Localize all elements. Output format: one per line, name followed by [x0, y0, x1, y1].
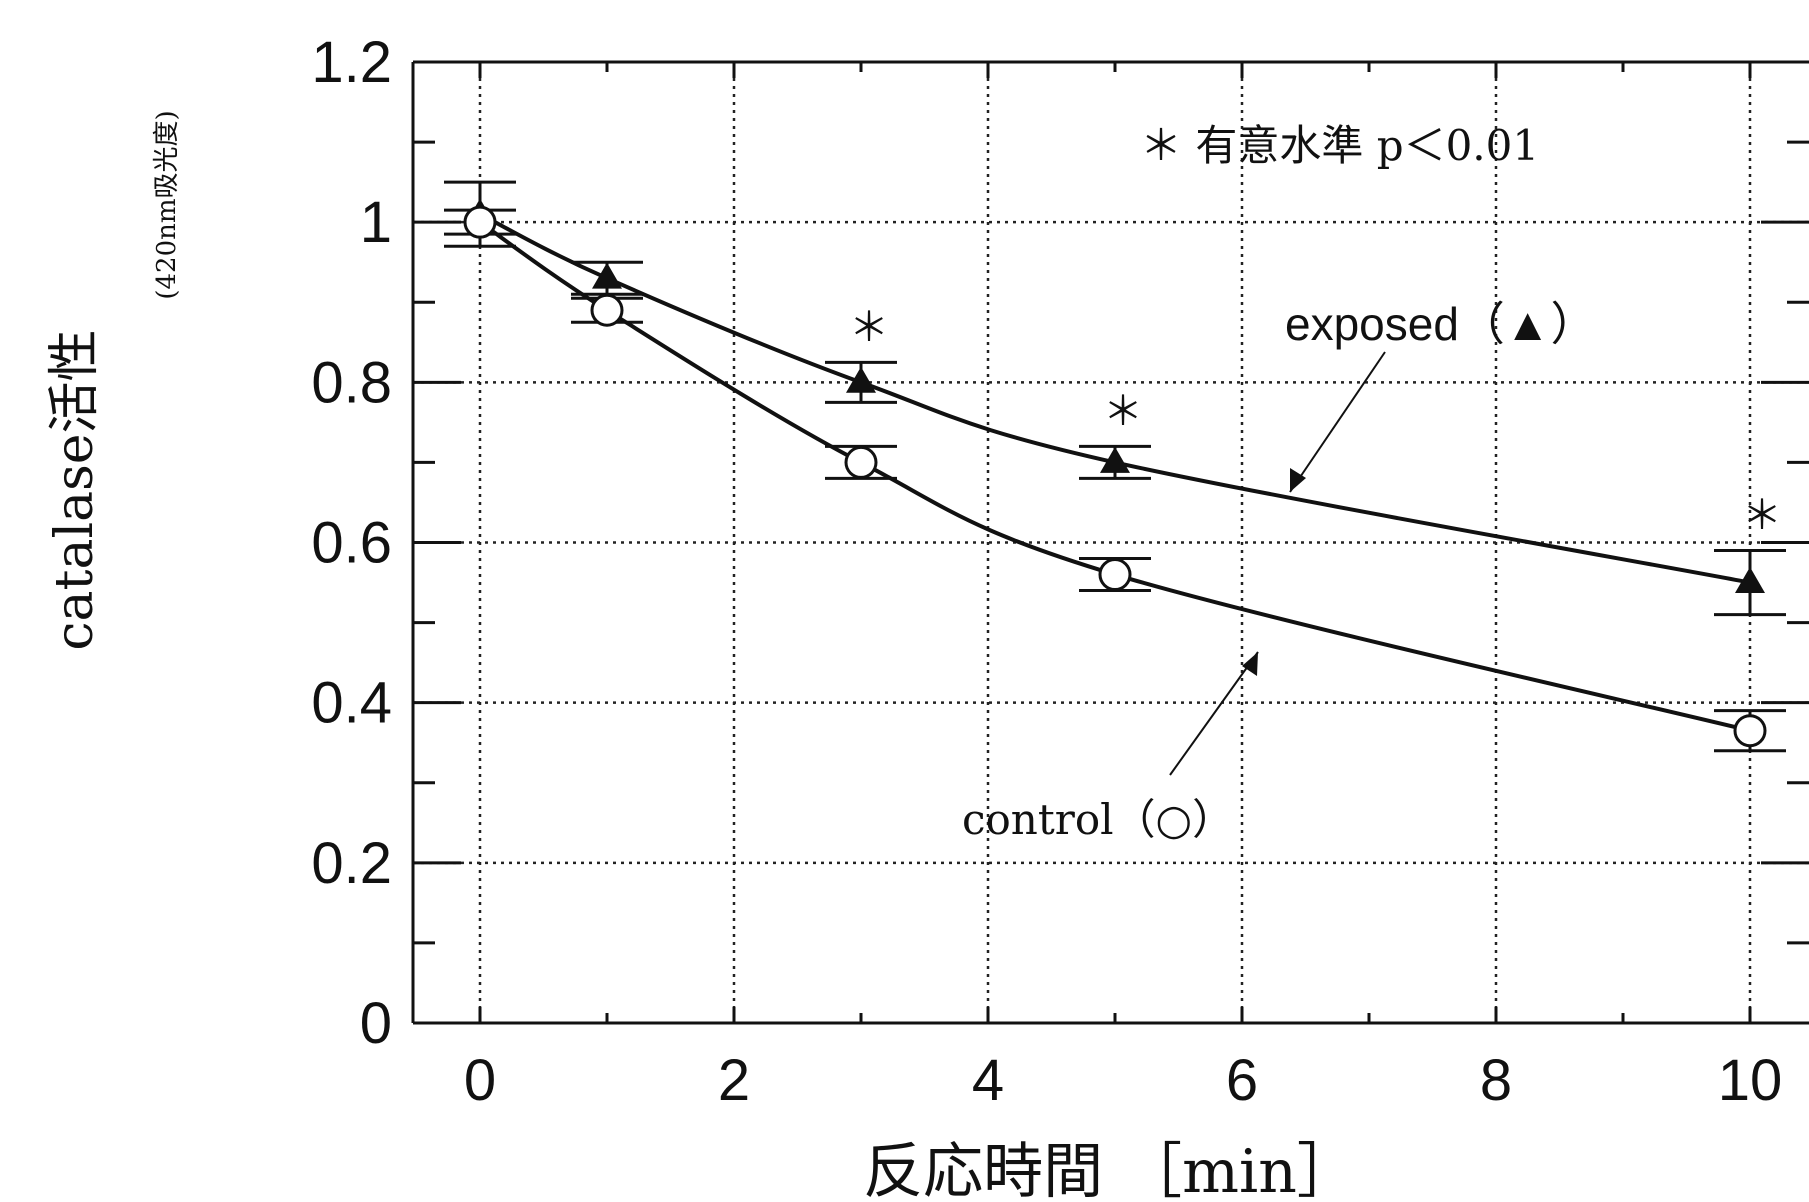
axes-layer [411, 60, 1809, 1025]
significance-star: ＊ [1103, 388, 1143, 434]
significance-star: ＊ [1742, 493, 1782, 539]
control-arrowhead [1242, 652, 1258, 676]
x-tick-label: 2 [718, 1048, 750, 1113]
y-tick-label: 1 [360, 190, 392, 255]
y-tick-label: 0.2 [311, 831, 392, 896]
control-point [590, 293, 624, 327]
exposed-point [592, 262, 622, 289]
x-tick-label: 8 [1480, 1048, 1512, 1113]
control-point [1733, 714, 1767, 748]
y-tick-label: 0.4 [311, 671, 392, 736]
x-tick-label: 10 [1718, 1048, 1783, 1113]
control-point [1098, 558, 1132, 592]
y-tick-label: 0.6 [311, 511, 392, 576]
y-axis-sublabel: (420nm吸光度) [152, 110, 182, 299]
series-layer: ＊ ＊ ＊ [444, 180, 1786, 753]
significance-star: ＊ [849, 304, 889, 350]
tick-label-layer: 0 2 4 6 8 10 0 0.2 0.4 0.6 0.8 1 1.2 [311, 30, 1782, 1113]
x-tick-label: 6 [1226, 1048, 1258, 1113]
y-tick-label: 0 [360, 991, 392, 1056]
control-label: control（○） [962, 795, 1234, 844]
exposed-point [1735, 566, 1765, 593]
control-point [463, 205, 497, 239]
significance-note: ＊ 有意水準 p＜0.01 [1140, 121, 1539, 170]
control-point [844, 445, 878, 479]
exposed-label: exposed（▲） [1285, 298, 1596, 350]
x-tick-label: 4 [972, 1048, 1004, 1113]
y-tick-label: 0.8 [311, 350, 392, 415]
x-axis-label: 反応時間 ［min］ [863, 1137, 1357, 1202]
exposed-arrowhead [1290, 468, 1306, 492]
exposed-point [846, 366, 876, 393]
exposed-point [1100, 446, 1130, 473]
y-tick-label: 1.2 [311, 30, 392, 95]
y-axis-label: catalase活性 [45, 329, 105, 650]
exposed-arrow [1289, 351, 1386, 493]
control-arrow [1169, 651, 1259, 776]
grid-layer [413, 62, 1809, 1023]
x-tick-label: 0 [464, 1048, 496, 1113]
